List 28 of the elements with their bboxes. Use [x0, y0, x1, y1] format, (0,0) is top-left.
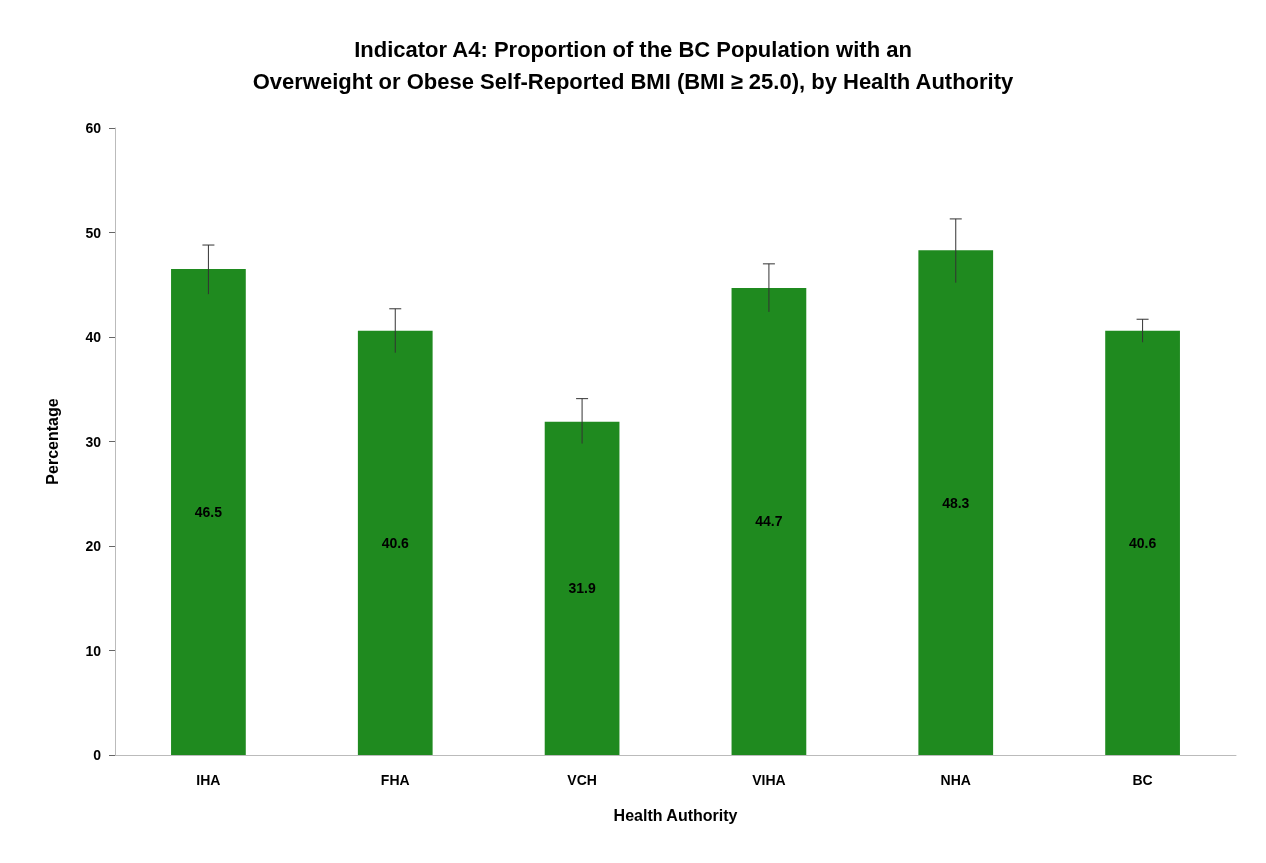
data-label: 40.6 — [381, 534, 410, 551]
data-label: 48.3 — [942, 494, 970, 511]
x-tick-label: VCH — [567, 772, 597, 788]
bar — [731, 287, 807, 755]
y-tick-label: 0 — [93, 747, 102, 763]
data-label: 31.9 — [568, 580, 596, 597]
x-axis-title: Health Authority — [613, 806, 738, 824]
x-tick-label: VIHA — [752, 772, 786, 788]
x-tick-label: BC — [1132, 772, 1153, 788]
y-tick-label: 10 — [85, 642, 102, 659]
bar — [544, 421, 620, 755]
bar — [357, 330, 433, 755]
x-tick-label: IHA — [196, 772, 221, 788]
y-tick-label: 50 — [85, 224, 102, 241]
bar — [1105, 330, 1180, 755]
y-tick-label: 40 — [85, 329, 102, 345]
data-label: 44.7 — [755, 513, 783, 530]
bar — [171, 269, 246, 755]
y-tick-label: 60 — [85, 120, 102, 136]
data-label: 46.5 — [194, 504, 223, 521]
x-tick-label: NHA — [940, 772, 971, 788]
y-axis-title: Percentage — [43, 398, 61, 485]
y-tick-label: 30 — [85, 433, 102, 450]
y-tick-label: 20 — [85, 538, 102, 554]
data-label: 40.6 — [1128, 534, 1157, 551]
bar — [918, 250, 994, 755]
chart-title: Indicator A4: Proportion of the BC Population with an Overweight or Obese Self-Reported BMI (BMI ≥ 25.0), by Health Authority — [252, 36, 1015, 94]
x-tick-label: FHA — [380, 772, 410, 788]
